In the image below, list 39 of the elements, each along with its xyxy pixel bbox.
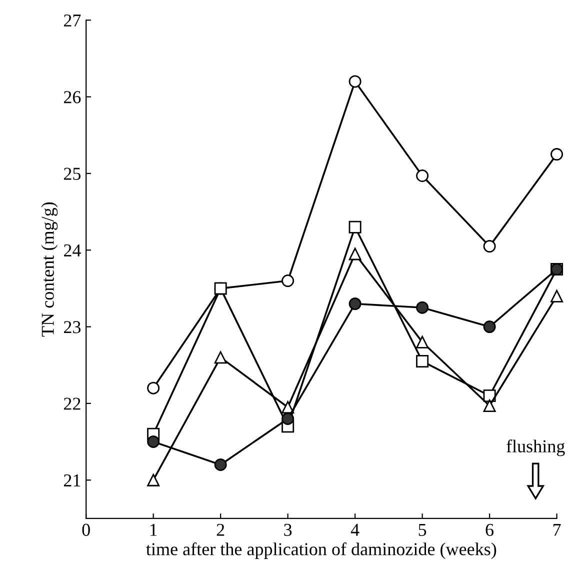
x-axis-title: time after the application of daminozide (weeks)	[146, 542, 496, 559]
point	[550, 148, 564, 161]
point	[282, 274, 294, 288]
point	[550, 290, 564, 302]
y-tick-label: 24	[64, 244, 81, 256]
point	[348, 220, 362, 234]
point	[483, 320, 496, 334]
y-tick-label: 26	[64, 91, 81, 104]
y-tick-label: 27	[64, 14, 81, 26]
point	[147, 382, 160, 394]
x-tick-label: 7	[553, 524, 561, 536]
y-tick-label: 23	[64, 321, 81, 334]
y-axis-title: TN content (mg/g)	[41, 202, 58, 337]
x-tick-label: 3	[284, 524, 292, 536]
y-tick-label: 21	[64, 474, 80, 486]
annotation: flushing	[506, 440, 565, 456]
point	[348, 248, 362, 260]
point	[348, 75, 362, 88]
x-tick-label: 5	[418, 524, 426, 536]
y-tick-label: 22	[64, 398, 80, 410]
point	[483, 399, 496, 412]
point	[214, 458, 227, 471]
point	[147, 474, 160, 486]
point	[416, 355, 429, 368]
x-tick-label: 6	[486, 524, 494, 536]
point	[416, 170, 429, 182]
point	[416, 301, 429, 314]
y-tick-label: 25	[64, 168, 81, 180]
x-tick-label: 4	[350, 524, 360, 536]
point	[416, 336, 429, 348]
point	[483, 240, 496, 253]
x-tick-label: 2	[216, 524, 224, 536]
point	[214, 351, 227, 364]
point	[348, 298, 362, 310]
point	[147, 435, 160, 448]
point	[214, 282, 227, 295]
x-tick-label: 0	[82, 524, 90, 536]
x-tick-label: 1	[150, 524, 157, 536]
point	[282, 412, 294, 425]
